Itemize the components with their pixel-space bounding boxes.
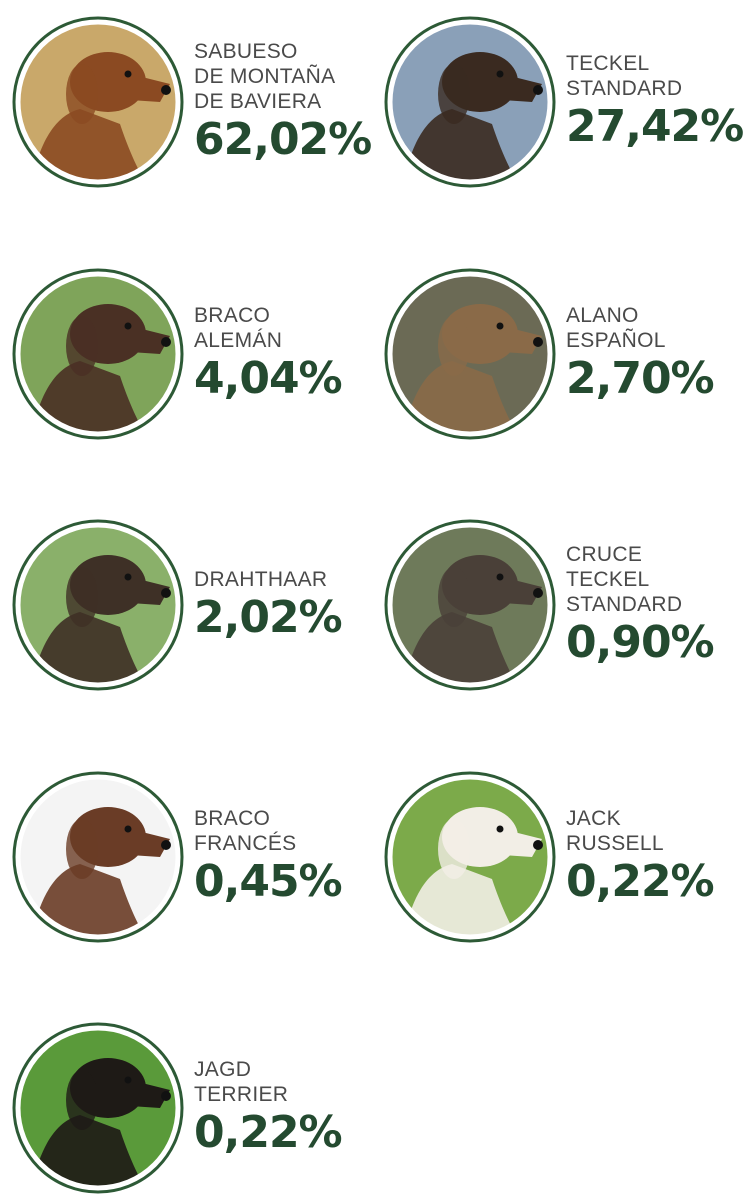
photo-content: [382, 14, 558, 190]
breed-name: TECKEL: [566, 51, 743, 76]
dog-ear: [66, 819, 98, 879]
infographic: {"items": [ {"name": ["SABUESO", "DE MON…: [0, 0, 745, 1189]
percentage: 0,90%: [566, 617, 714, 669]
dog-photo: [382, 769, 558, 945]
photo-content: [10, 769, 186, 945]
dog-photo: [10, 14, 186, 190]
breed-name: BRACO: [194, 806, 342, 831]
breed-text: ALANOESPAÑOL2,70%: [566, 303, 714, 405]
photo-content: [10, 1020, 186, 1196]
percentage: 2,70%: [566, 353, 714, 405]
breed-name: STANDARD: [566, 76, 743, 101]
dog-nose: [533, 588, 543, 598]
dog-nose: [161, 840, 171, 850]
dog-eye: [497, 322, 504, 329]
breed-name: RUSSELL: [566, 831, 714, 856]
dog-eye: [125, 574, 132, 581]
dog-photo: [382, 517, 558, 693]
photo-content: [382, 769, 558, 945]
dog-nose: [533, 840, 543, 850]
photo-content: [382, 266, 558, 442]
dog-nose: [161, 1091, 171, 1101]
dog-eye: [125, 825, 132, 832]
dog-ear: [438, 64, 470, 124]
dog-ear: [66, 1070, 98, 1130]
dog-photo: [10, 1020, 186, 1196]
dog-ear: [438, 567, 470, 627]
dog-nose: [161, 85, 171, 95]
breed-name: ALEMÁN: [194, 328, 342, 353]
dog-nose: [533, 85, 543, 95]
photo-content: [382, 517, 558, 693]
breed-name: ALANO: [566, 303, 714, 328]
dog-ear: [66, 567, 98, 627]
breed-name: TECKEL: [566, 567, 714, 592]
dog-ear: [438, 819, 470, 879]
dog-photo: [382, 14, 558, 190]
photo-content: [10, 266, 186, 442]
breed-name: ESPAÑOL: [566, 328, 714, 353]
dog-nose: [161, 337, 171, 347]
photo-content: [10, 517, 186, 693]
breed-name: TERRIER: [194, 1082, 342, 1107]
breed-name: DE MONTAÑA: [194, 64, 371, 89]
dog-eye: [497, 574, 504, 581]
percentage: 0,22%: [194, 1107, 342, 1159]
dog-photo: [10, 769, 186, 945]
percentage: 0,22%: [566, 856, 714, 908]
dog-eye: [125, 71, 132, 78]
dog-eye: [497, 825, 504, 832]
breed-name: STANDARD: [566, 592, 714, 617]
dog-eye: [497, 71, 504, 78]
breed-name: SABUESO: [194, 39, 371, 64]
breed-text: BRACOALEMÁN4,04%: [194, 303, 342, 405]
breed-name: DRAHTHAAR: [194, 567, 342, 592]
dog-photo: [10, 517, 186, 693]
breed-name: FRANCÉS: [194, 831, 342, 856]
breed-name: JAGD: [194, 1057, 342, 1082]
dog-photo: [10, 266, 186, 442]
dog-eye: [125, 1077, 132, 1084]
breed-name: JACK: [566, 806, 714, 831]
dog-ear: [66, 316, 98, 376]
dog-photo: [382, 266, 558, 442]
percentage: 4,04%: [194, 353, 342, 405]
dog-ear: [66, 64, 98, 124]
breed-name: DE BAVIERA: [194, 89, 371, 114]
dog-ear: [438, 316, 470, 376]
percentage: 0,45%: [194, 856, 342, 908]
dog-nose: [161, 588, 171, 598]
photo-content: [10, 14, 186, 190]
percentage: 62,02%: [194, 114, 371, 166]
percentage: 2,02%: [194, 592, 342, 644]
breed-name: CRUCE: [566, 542, 714, 567]
dog-eye: [125, 322, 132, 329]
dog-nose: [533, 337, 543, 347]
breed-card: TECKELSTANDARD27,42%: [382, 12, 745, 192]
breed-name: BRACO: [194, 303, 342, 328]
percentage: 27,42%: [566, 101, 743, 153]
breed-text: JACKRUSSELL0,22%: [566, 806, 714, 908]
